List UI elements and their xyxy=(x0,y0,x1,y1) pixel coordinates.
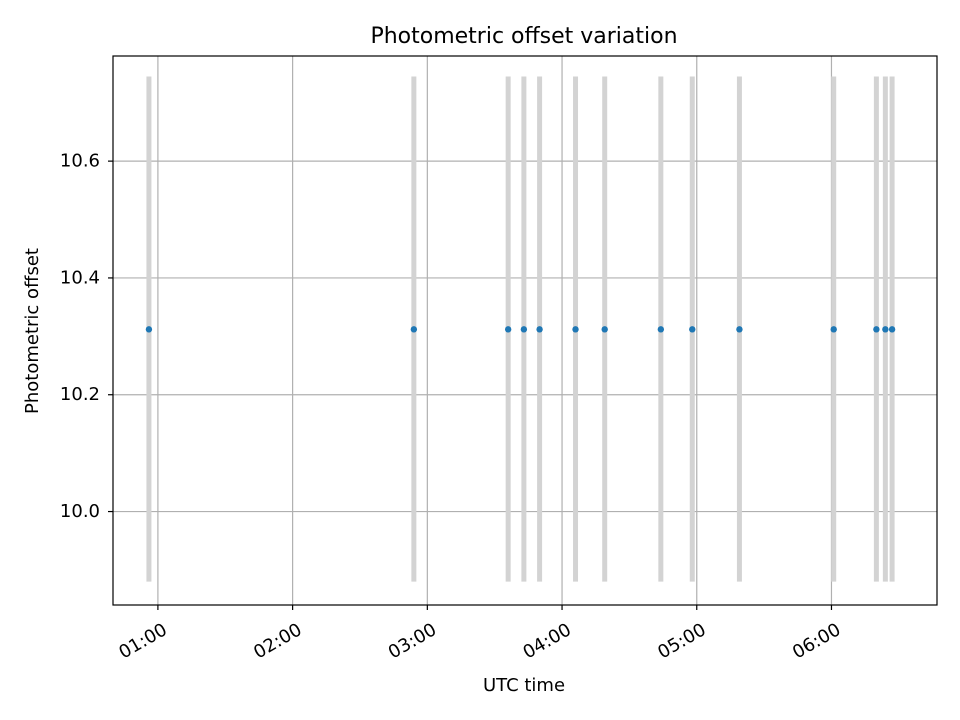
data-point xyxy=(601,326,608,333)
data-point xyxy=(888,326,896,333)
y-axis-label: Photometric offset xyxy=(22,248,43,414)
y-tick-label: 10.0 xyxy=(60,501,100,522)
y-axis-ticks: 10.0 10.2 10.4 10.6 xyxy=(60,151,113,522)
data-point xyxy=(504,326,512,333)
chart-title: Photometric offset variation xyxy=(370,24,677,49)
data-point xyxy=(736,326,743,333)
point-layer xyxy=(145,326,896,333)
x-axis-label: UTC time xyxy=(483,675,565,696)
y-tick-label: 10.6 xyxy=(60,151,100,172)
data-point xyxy=(536,326,543,333)
data-point xyxy=(882,326,889,333)
data-point xyxy=(572,326,579,333)
data-point xyxy=(410,326,418,333)
plot-frame xyxy=(112,55,938,606)
y-tick-label: 10.2 xyxy=(60,384,100,405)
data-point xyxy=(830,326,837,333)
y-tick-label: 10.4 xyxy=(60,267,100,288)
data-point xyxy=(145,326,153,333)
data-point xyxy=(520,326,528,333)
data-point xyxy=(657,326,665,333)
data-point xyxy=(689,326,696,333)
data-point xyxy=(873,326,880,333)
